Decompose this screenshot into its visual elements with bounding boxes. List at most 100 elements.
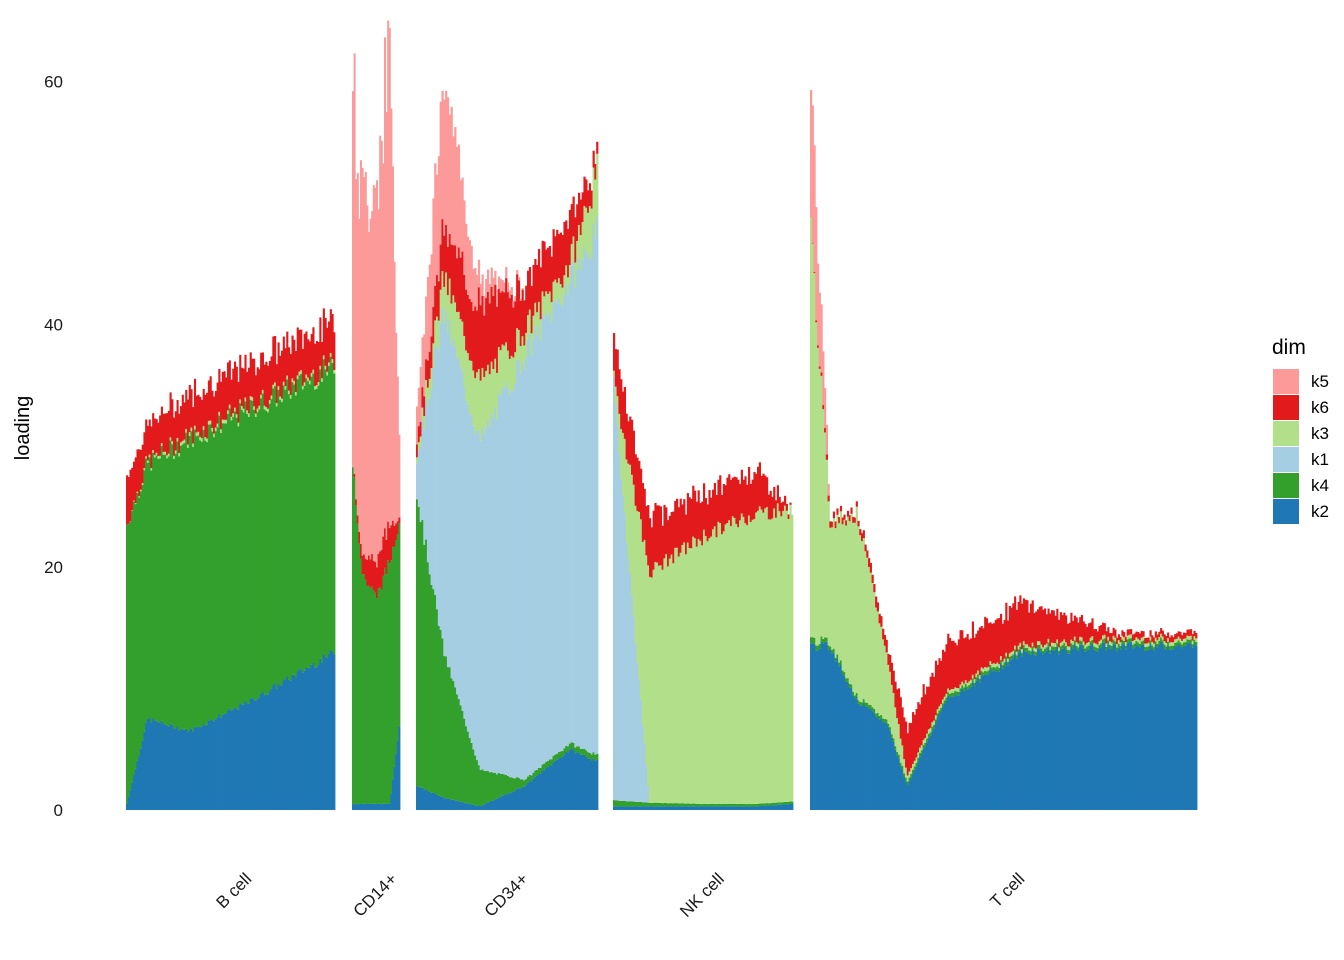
bar-segment-k4 [296,379,299,672]
bar-segment-k6 [1182,632,1186,639]
bar-segment-k2 [281,685,284,810]
bar-segment-k4 [622,800,625,807]
bar-segment-k4 [169,440,172,724]
bar-segment-k3 [1138,640,1142,644]
bar-segment-k3 [618,413,621,454]
bar-segment-k3 [1014,645,1017,650]
bar-segment-k3 [1033,647,1036,652]
bar-segment-k6 [1008,605,1011,654]
bar-segment-k3 [254,413,258,417]
bar-segment-k2 [293,674,296,810]
bar-segment-k6 [211,390,214,428]
bar-segment-k3 [312,369,315,374]
bar-segment-k2 [670,806,673,810]
bar-segment-k4 [885,719,888,724]
bar-segment-k2 [456,800,459,810]
bar-segment-k4 [789,801,792,804]
bar-segment-k4 [1068,650,1071,654]
bar-segment-k6 [855,501,858,507]
bar-segment-k3 [192,443,195,448]
bar-segment-k6 [459,257,462,320]
bar-segment-k3 [903,759,906,774]
bar-segment-k2 [387,803,390,810]
bar-segment-k4 [148,457,151,719]
bar-segment-k3 [321,378,324,382]
bar-segment-k2 [656,806,659,810]
bar-segment-k1 [496,418,499,775]
bar-segment-k2 [1091,643,1094,810]
bar-segment-k6 [265,361,268,408]
bar-segment-k3 [439,289,442,323]
bar-segment-k1 [527,339,530,777]
bar-segment-k2 [1073,644,1077,810]
bar-segment-k4 [810,637,813,644]
bar-segment-k2 [855,696,858,810]
bar-segment-k2 [822,643,825,810]
legend-label-k5: k5 [1311,372,1329,391]
bar-segment-k2 [199,727,202,810]
bar-segment-k4 [479,770,482,807]
bar-segment-k3 [1107,636,1110,641]
bar-segment-k3 [307,377,310,382]
bar-segment-k4 [629,801,632,807]
bar-segment-k3 [971,674,974,679]
bar-segment-k3 [896,718,899,752]
bar-segment-k6 [452,245,455,296]
bar-segment-k4 [982,672,985,676]
bar-segment-k1 [488,426,492,773]
bar-segment-k3 [742,516,745,804]
bar-segment-k6 [850,507,853,514]
bar-segment-k3 [766,507,769,804]
bar-segment-k4 [846,678,850,682]
bar-segment-k3 [528,309,532,334]
bar-segment-k2 [1082,648,1085,810]
bar-segment-k4 [731,803,734,807]
bar-segment-k3 [596,153,599,217]
bar-segment-k2 [1077,650,1080,810]
bar-segment-k4 [771,803,774,806]
bar-segment-k2 [132,775,136,810]
bar-segment-k6 [592,150,595,168]
bar-segment-k6 [439,244,442,290]
bar-segment-k2 [1195,645,1198,810]
bar-segment-k6 [254,375,258,414]
bar-segment-k2 [959,691,962,810]
bar-segment-k6 [722,484,725,532]
bar-segment-k6 [377,553,380,589]
bar-segment-k4 [708,804,711,807]
bar-segment-k2 [1047,646,1050,810]
bar-segment-k6 [126,475,129,525]
bar-segment-k2 [989,668,992,810]
bar-segment-k3 [291,378,294,383]
bar-segment-k6 [934,660,938,716]
bar-segment-k5 [822,351,825,406]
bar-segment-k4 [379,587,382,804]
bar-segment-k3 [1102,635,1105,640]
bar-segment-k2 [159,723,162,810]
bar-segment-k1 [505,382,508,775]
bar-segment-k2 [740,806,743,810]
bar-segment-k1 [587,258,590,753]
bar-segment-k6 [249,352,252,397]
bar-segment-k3 [1010,652,1013,656]
bar-segment-k4 [594,754,597,761]
bar-segment-k4 [419,522,422,788]
bar-segment-k1 [559,303,562,752]
bar-segment-k2 [903,777,906,810]
bar-segment-k6 [1054,615,1057,644]
bar-segment-k6 [824,427,827,433]
bar-segment-k1 [536,334,539,770]
bar-segment-k4 [312,373,315,663]
bar-segment-k2 [1015,658,1018,810]
bar-segment-k4 [836,654,839,659]
bar-segment-k2 [446,798,450,810]
bar-segment-k2 [441,796,444,810]
bar-segment-k3 [152,450,155,453]
bar-segment-k6 [1005,602,1008,653]
bar-segment-k3 [523,345,526,370]
bar-segment-k6 [461,251,464,322]
bar-segment-k4 [596,753,599,761]
bar-segment-k2 [692,806,695,810]
bar-segment-k2 [945,701,948,810]
bar-segment-k3 [590,208,593,260]
